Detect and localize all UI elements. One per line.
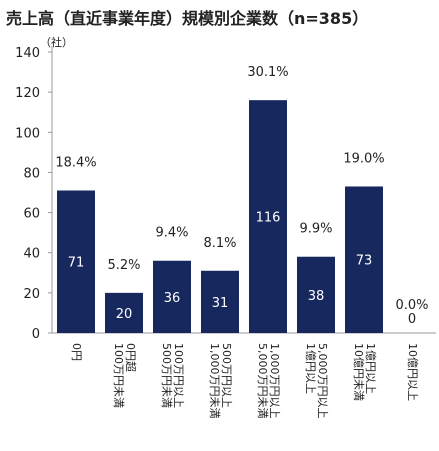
category-label: 5,000万円以上 xyxy=(316,343,329,419)
y-tick-label: 60 xyxy=(23,207,40,222)
y-tick-label: 120 xyxy=(15,86,40,101)
category-label: 5,000万円未満 xyxy=(256,343,269,419)
bar-percentage-label: 30.1% xyxy=(247,65,288,80)
chart-title: 売上高（直近事業年度）規模別企業数（n=385） xyxy=(6,9,368,28)
category-label: 0円超 xyxy=(124,343,138,372)
bar-value-label: 116 xyxy=(256,211,281,226)
y-tick-label: 140 xyxy=(15,46,40,61)
bar xyxy=(57,190,95,333)
category-label: 500万円未満 xyxy=(160,343,173,408)
bar-percentage-label: 9.4% xyxy=(155,226,188,241)
bar-value-label: 31 xyxy=(212,296,229,311)
bar xyxy=(297,256,335,333)
category-label: 500万円以上 xyxy=(220,343,233,408)
bar-value-label: 73 xyxy=(356,254,373,269)
category-label: 1億円以上 xyxy=(364,343,377,394)
bar-percentage-label: 5.2% xyxy=(107,258,140,273)
bar-percentage-label: 19.0% xyxy=(343,151,384,166)
bars xyxy=(57,100,383,334)
axes: 0 20 40 60 80 100 120 140 xyxy=(15,46,436,342)
category-label: 10億円未満 xyxy=(352,343,365,401)
y-tick-label: 20 xyxy=(23,287,40,302)
y-tick-label: 0 xyxy=(32,327,40,342)
bar-value-label: 36 xyxy=(164,291,181,306)
category-label: 100万円以上 xyxy=(172,343,185,408)
bar xyxy=(105,292,143,333)
category-label: 10億円以上 xyxy=(406,343,419,401)
bar xyxy=(249,100,287,334)
y-axis-unit-label: （社） xyxy=(40,35,73,49)
category-label: 1,000万円以上 xyxy=(268,343,281,419)
bar-value-label: 20 xyxy=(116,307,133,322)
category-label: 1億円以上 xyxy=(304,343,317,394)
bar xyxy=(153,260,191,333)
y-tick-label: 80 xyxy=(23,166,40,181)
bar-value-label: 38 xyxy=(308,289,325,304)
category-label: 1,000万円未満 xyxy=(208,343,221,419)
bar-value-label: 0 xyxy=(408,312,416,327)
y-tick-label: 40 xyxy=(23,247,40,262)
bar xyxy=(201,270,239,333)
bar-percentage-label: 0.0% xyxy=(395,298,428,313)
bar-percentage-label: 9.9% xyxy=(299,222,332,237)
data-labels: 71 18.4% 20 5.2% 36 9.4% 31 8.1% 116 30.1% 38 9.9% 7… xyxy=(55,65,428,327)
category-label: 0円 xyxy=(70,343,83,361)
bar-value-label: 71 xyxy=(68,256,85,271)
bar-percentage-label: 18.4% xyxy=(55,155,96,170)
y-tick-label: 100 xyxy=(15,126,40,141)
bar-percentage-label: 8.1% xyxy=(203,236,236,251)
category-label: 100万円未満 xyxy=(112,343,125,408)
bar xyxy=(345,186,383,333)
